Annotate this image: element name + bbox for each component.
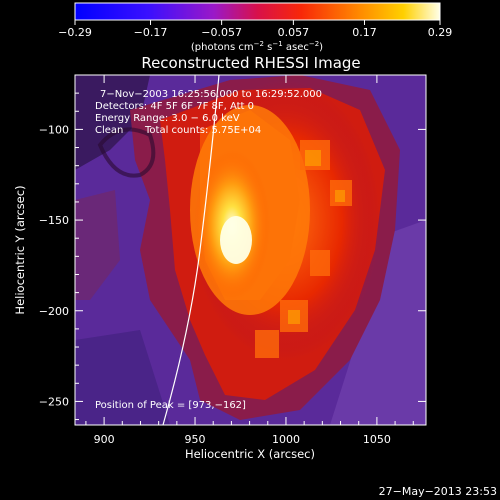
- plot-frame: [74, 74, 427, 426]
- observation-annotations: 7−Nov−2003 16:25:56.000 to 16:29:52.000 …: [95, 89, 322, 411]
- annotation-detectors: Detectors: 4F 5F 6F 7F 8F, Att 0: [95, 101, 254, 112]
- colorbar-tick-label: −0.17: [134, 26, 168, 39]
- y-tick-label: −200: [39, 305, 69, 318]
- annotation-clean: Clean: [95, 125, 123, 136]
- heatmap-image: [75, 75, 426, 425]
- y-tick-label: −250: [39, 395, 69, 408]
- x-tick-label: 900: [94, 433, 115, 446]
- x-axis-ticks: 900 950 1000 1050: [85, 75, 414, 446]
- annotation-energy: Energy Range: 3.0 − 6.0 keV: [95, 113, 240, 124]
- date-stamp: 27−May−2013 23:53: [379, 485, 497, 498]
- colorbar-ticks: −0.29 −0.17 −0.057 0.057 0.17 0.29: [58, 20, 452, 39]
- x-tick-label: 1050: [363, 433, 391, 446]
- annotation-time-range: 7−Nov−2003 16:25:56.000 to 16:29:52.000: [100, 89, 322, 100]
- y-axis-ticks: −250 −200 −150 −100: [39, 92, 426, 421]
- y-tick-label: −100: [39, 123, 69, 136]
- colorbar: −0.29 −0.17 −0.057 0.057 0.17 0.29 (photons c…: [58, 2, 452, 53]
- annotation-peak: Position of Peak = [973,−162]: [95, 400, 246, 411]
- x-tick-label: 950: [185, 433, 206, 446]
- colorbar-units: (photons cm−2 s−1 asec−2): [191, 40, 323, 53]
- colorbar-tick-label: 0.17: [352, 26, 377, 39]
- x-tick-label: 1000: [272, 433, 300, 446]
- colorbar-gradient: [74, 2, 441, 21]
- colorbar-tick-label: −0.29: [58, 26, 92, 39]
- annotation-total-counts: Total counts: 5.75E+04: [144, 125, 261, 136]
- y-tick-label: −150: [39, 214, 69, 227]
- x-axis-label: Heliocentric X (arcsec): [185, 447, 315, 461]
- solar-limb: [162, 74, 220, 426]
- y-axis-label: Heliocentric Y (arcsec): [13, 185, 27, 314]
- chart-title: Reconstructed RHESSI Image: [141, 54, 360, 72]
- colorbar-tick-label: −0.057: [201, 26, 242, 39]
- colorbar-tick-label: 0.057: [278, 26, 310, 39]
- colorbar-tick-label: 0.29: [428, 26, 453, 39]
